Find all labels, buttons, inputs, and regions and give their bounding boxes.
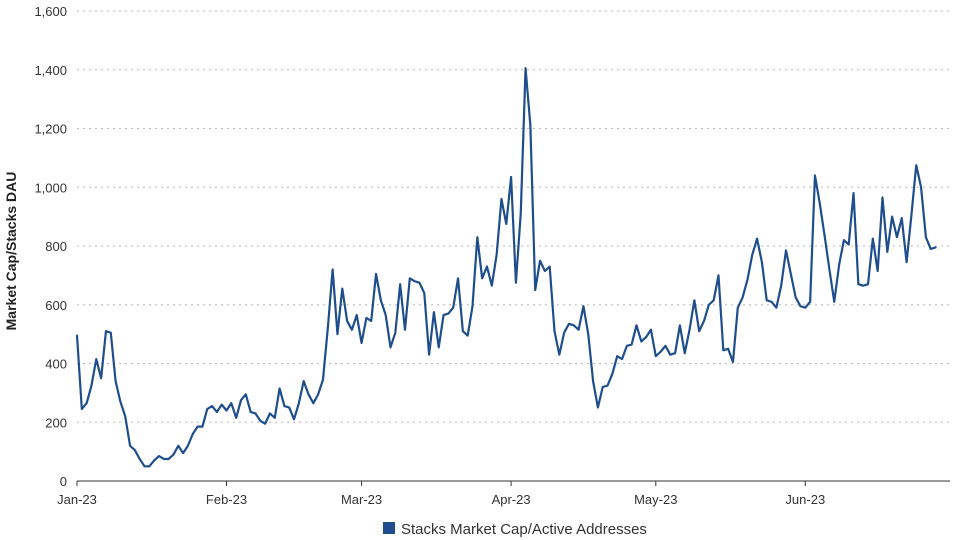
x-axis-ticks: Jan-23 Feb-23 Mar-23 Apr-23 May-23 Jun-23 — [57, 481, 825, 507]
x-tick-label: Apr-23 — [492, 492, 531, 507]
y-tick-label: 1,400 — [34, 63, 67, 78]
x-tick-label: Feb-23 — [206, 492, 247, 507]
y-axis-title: Market Cap/Stacks DAU — [3, 172, 19, 331]
y-tick-label: 1,000 — [34, 180, 67, 195]
y-tick-label: 800 — [45, 239, 67, 254]
series-line-stacks-market-cap — [75, 67, 937, 468]
x-tick-label: Mar-23 — [341, 492, 382, 507]
x-tick-label: May-23 — [634, 492, 677, 507]
y-tick-label: 400 — [45, 357, 67, 372]
y-tick-label: 1,600 — [34, 4, 67, 19]
y-tick-label: 600 — [45, 298, 67, 313]
legend: Stacks Market Cap/Active Addresses — [383, 521, 647, 538]
legend-swatch — [383, 522, 395, 534]
y-axis-ticks: 0 200 400 600 800 1,000 1,200 1,400 1,600 — [34, 4, 67, 489]
y-tick-label: 0 — [60, 474, 67, 489]
y-tick-label: 200 — [45, 415, 67, 430]
y-tick-label: 1,200 — [34, 122, 67, 137]
x-tick-label: Jun-23 — [785, 492, 825, 507]
gridlines — [77, 10, 950, 423]
legend-label: Stacks Market Cap/Active Addresses — [401, 521, 647, 538]
x-tick-label: Jan-23 — [57, 492, 97, 507]
